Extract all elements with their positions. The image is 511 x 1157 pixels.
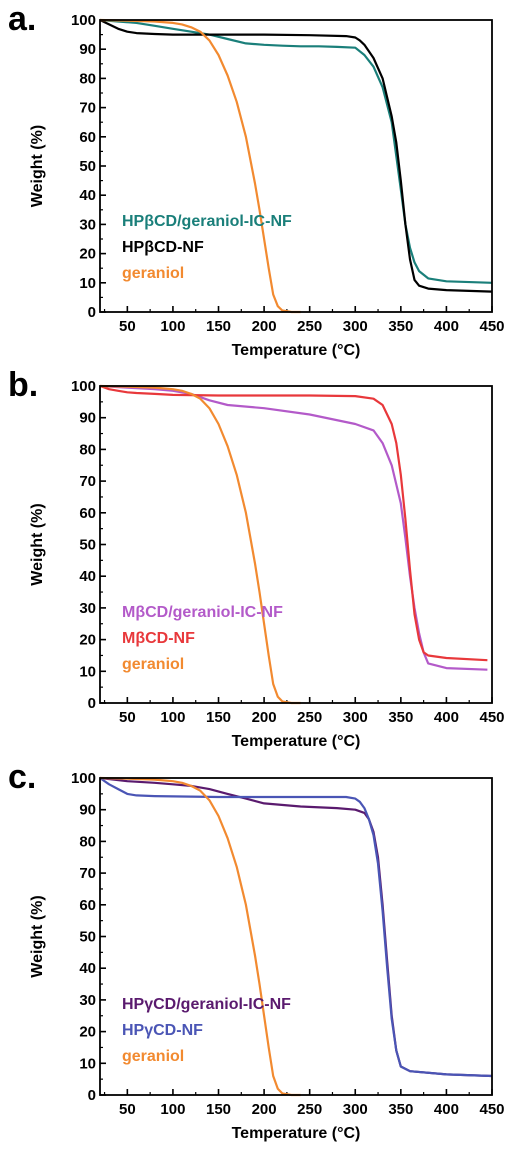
legend-entry: geraniol [122, 1048, 184, 1065]
x-axis-title: Temperature (°C) [232, 1125, 361, 1142]
y-tick-label: 0 [88, 1087, 96, 1104]
x-tick-label: 150 [206, 318, 231, 335]
y-tick-label: 30 [79, 600, 96, 617]
x-tick-label: 50 [119, 709, 136, 726]
plot-frame [99, 385, 493, 704]
x-tick-label: 100 [160, 1101, 185, 1118]
y-tick-label: 60 [79, 505, 96, 522]
x-tick-label: 450 [479, 709, 504, 726]
chart-panel: a. 0 10 20 30 40 50 60 70 80 90 100 50 100 150 200 250 30… [8, 0, 505, 359]
x-tick-label: 400 [434, 318, 459, 335]
y-tick-label: 40 [79, 960, 96, 977]
y-tick-label: 40 [79, 187, 96, 204]
x-tick-label: 250 [297, 318, 322, 335]
series-line [99, 18, 493, 284]
y-axis-title: Weight (%) [29, 125, 46, 207]
x-tick-label: 250 [297, 709, 322, 726]
y-tick-label: 10 [79, 1055, 96, 1072]
y-tick-label: 100 [71, 770, 96, 787]
y-tick-label: 70 [79, 473, 96, 490]
x-axis-title: Temperature (°C) [232, 733, 361, 750]
y-tick-label: 50 [79, 537, 96, 554]
y-tick-label: 50 [79, 929, 96, 946]
x-tick-label: 300 [343, 318, 368, 335]
y-tick-label: 80 [79, 441, 96, 458]
y-tick-label: 90 [79, 410, 96, 427]
x-tick-label: 350 [388, 1101, 413, 1118]
y-tick-label: 0 [88, 695, 96, 712]
x-tick-label: 350 [388, 709, 413, 726]
x-tick-label: 300 [343, 709, 368, 726]
y-tick-label: 50 [79, 158, 96, 175]
plot-frame [99, 19, 493, 313]
x-tick-label: 450 [479, 318, 504, 335]
legend-entry: MβCD-NF [122, 630, 195, 647]
panel-label: a. [8, 0, 36, 38]
x-tick-label: 450 [479, 1101, 504, 1118]
x-tick-label: 200 [252, 709, 277, 726]
series-line [99, 18, 301, 314]
x-tick-label: 50 [119, 1101, 136, 1118]
legend-entry: HPγCD-NF [122, 1022, 203, 1039]
chart-panel: b. 0 10 20 30 40 50 60 70 80 90 100 50 100 150 200 250 30… [8, 366, 505, 750]
series-line [99, 19, 493, 293]
y-tick-label: 70 [79, 865, 96, 882]
legend-entry: geraniol [122, 265, 184, 282]
y-tick-label: 100 [71, 378, 96, 395]
y-tick-label: 20 [79, 1024, 96, 1041]
y-tick-label: 60 [79, 129, 96, 146]
y-tick-label: 20 [79, 632, 96, 649]
legend-entry: HPβCD/geraniol-IC-NF [122, 213, 292, 230]
x-tick-label: 300 [343, 1101, 368, 1118]
series-line [99, 777, 493, 1078]
x-tick-label: 400 [434, 1101, 459, 1118]
y-tick-label: 70 [79, 100, 96, 117]
x-tick-label: 350 [388, 318, 413, 335]
y-tick-label: 80 [79, 70, 96, 87]
series-line [99, 384, 488, 662]
x-tick-label: 150 [206, 709, 231, 726]
x-tick-label: 100 [160, 709, 185, 726]
y-tick-label: 90 [79, 41, 96, 58]
legend-entry: MβCD/geraniol-IC-NF [122, 604, 283, 621]
series-line [99, 384, 301, 705]
y-tick-label: 20 [79, 246, 96, 263]
series-line [99, 384, 488, 671]
y-tick-label: 30 [79, 216, 96, 233]
x-tick-label: 200 [252, 318, 277, 335]
legend-entry: geraniol [122, 656, 184, 673]
x-tick-label: 50 [119, 318, 136, 335]
y-tick-label: 80 [79, 833, 96, 850]
plot-frame [99, 777, 493, 1096]
x-tick-label: 150 [206, 1101, 231, 1118]
series-line [99, 776, 301, 1097]
x-axis-title: Temperature (°C) [232, 342, 361, 359]
x-tick-label: 100 [160, 318, 185, 335]
y-axis-title: Weight (%) [29, 895, 46, 977]
legend-entry: HPγCD/geraniol-IC-NF [122, 996, 291, 1013]
x-tick-label: 250 [297, 1101, 322, 1118]
y-tick-label: 10 [79, 663, 96, 680]
panel-label: c. [8, 758, 36, 796]
legend-entry: HPβCD-NF [122, 239, 204, 256]
y-tick-label: 100 [71, 12, 96, 29]
y-tick-label: 40 [79, 568, 96, 585]
y-tick-label: 10 [79, 275, 96, 292]
x-tick-label: 400 [434, 709, 459, 726]
panel-label: b. [8, 366, 38, 404]
y-tick-label: 30 [79, 992, 96, 1009]
chart-panel: c. 0 10 20 30 40 50 60 70 80 90 100 50 100 150 200 250 30… [8, 758, 505, 1142]
y-tick-label: 0 [88, 304, 96, 321]
y-axis-title: Weight (%) [29, 503, 46, 585]
y-tick-label: 60 [79, 897, 96, 914]
y-tick-label: 90 [79, 802, 96, 819]
x-tick-label: 200 [252, 1101, 277, 1118]
